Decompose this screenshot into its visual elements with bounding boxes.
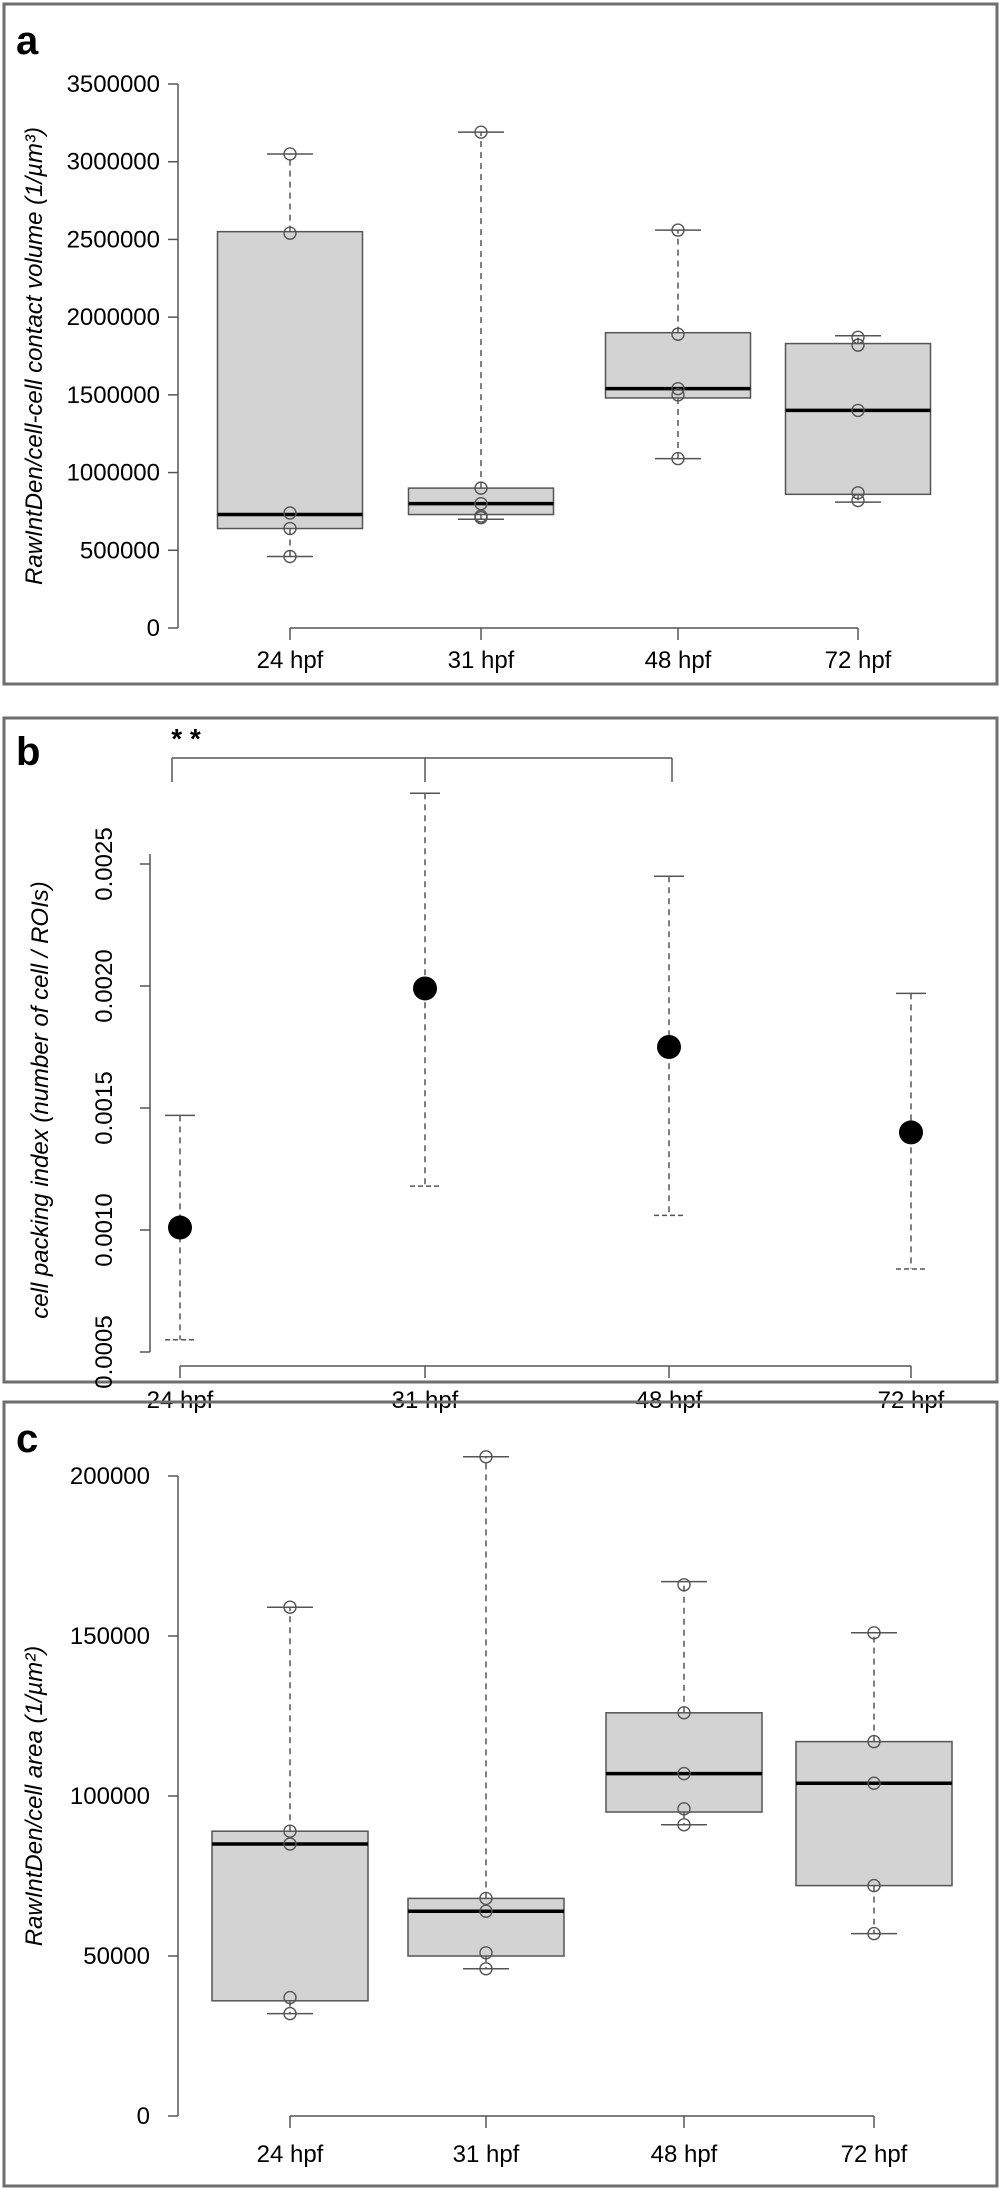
data-point: [479, 1450, 493, 1464]
data-point: [867, 1878, 881, 1893]
y-tick-label: 500000: [80, 537, 160, 564]
data-point: [479, 1891, 493, 1906]
data-point: [283, 1600, 297, 1614]
y-axis-title: RawIntDen/cell area (1/µm²): [21, 1646, 48, 1947]
mean-point: [899, 1120, 923, 1145]
panel-b: b 0.0005 0.0010 0.0015 0.0020 0.0025 cell pac…: [2, 716, 999, 1414]
y-tick-label: 0.0025: [91, 827, 118, 900]
box: [216, 230, 364, 530]
y-tick-label: 2500000: [67, 226, 160, 253]
panel-b-frame: [2, 716, 999, 1384]
data-point: [671, 451, 685, 466]
data-point: [283, 1990, 297, 2005]
data-point: [283, 506, 297, 520]
data-point: [677, 1802, 691, 1816]
data-point: [671, 223, 685, 237]
panel-c-frame: [2, 1400, 999, 2188]
data-point: [867, 1626, 881, 1640]
data-point: [851, 493, 865, 508]
box: [795, 1740, 953, 1887]
y-tick-label: 3500000: [67, 71, 160, 98]
y-tick-label: 2000000: [67, 304, 160, 331]
data-point: [479, 1962, 493, 1976]
data-point: [474, 496, 488, 511]
y-tick-label: 100000: [70, 1783, 150, 1810]
panel-a-frame: [2, 2, 999, 686]
panel-c: c 0 50000 100000 150000 200000 RawIntDen/cell…: [2, 1400, 999, 2188]
x-tick-label: 48 hpf: [645, 647, 712, 674]
data-point: [671, 381, 685, 396]
y-tick-label: 1500000: [67, 382, 160, 409]
data-point: [677, 1706, 691, 1720]
x-tick-label: 72 hpf: [825, 647, 892, 674]
y-tick-label: 50000: [83, 1943, 150, 1970]
x-tick-label: 48 hpf: [651, 2141, 718, 2168]
data-point: [283, 2006, 297, 2021]
panel-a: a 0 500000 1000000 1500000 2000000 2500000 300…: [2, 2, 999, 686]
x-tick-label: 31 hpf: [448, 647, 515, 674]
data-point: [867, 1776, 881, 1790]
y-axis-title: cell packing index (number of cell / ROI…: [27, 881, 54, 1319]
box: [211, 1830, 369, 2002]
data-point: [867, 1734, 881, 1749]
mean-point: [413, 976, 437, 1001]
mean-point: [168, 1215, 192, 1240]
y-tick-label: 0.0015: [91, 1071, 118, 1144]
data-point: [283, 549, 297, 564]
panel-b-letter: b: [16, 730, 40, 774]
x-tick-label: 24 hpf: [257, 2141, 324, 2168]
data-point: [851, 330, 865, 345]
data-point: [283, 147, 297, 161]
data-point: [867, 1926, 881, 1941]
y-tick-label: 0: [137, 2103, 150, 2130]
y-tick-label: 200000: [70, 1463, 150, 1490]
panel-a-plot: 0 500000 1000000 1500000 2000000 2500000 30000…: [21, 71, 932, 674]
y-tick-label: 0.0020: [91, 949, 118, 1022]
data-point: [851, 486, 865, 500]
data-point: [474, 481, 488, 495]
box: [407, 1897, 565, 1957]
y-axis-title: RawIntDen/cell-cell contact volume (1/µm…: [21, 127, 48, 585]
data-point: [283, 521, 297, 536]
data-point: [479, 1946, 493, 1960]
panel-b-plot: 0.0005 0.0010 0.0015 0.0020 0.0025 cell packi…: [27, 723, 945, 1414]
y-tick-label: 150000: [70, 1623, 150, 1650]
data-point: [851, 403, 865, 418]
panel-a-letter: a: [16, 19, 39, 63]
data-point: [283, 1837, 297, 1851]
y-tick-label: 0.0010: [91, 1193, 118, 1266]
data-point: [677, 1578, 691, 1592]
data-point: [671, 388, 685, 402]
x-tick-label: 31 hpf: [453, 2141, 520, 2168]
y-tick-label: 0: [147, 615, 160, 642]
data-point: [283, 226, 297, 240]
significance-label: * *: [171, 723, 201, 754]
data-point: [851, 338, 865, 352]
panel-c-plot: 0 50000 100000 150000 200000 RawIntDen/cell a…: [21, 1450, 953, 2168]
box: [784, 342, 932, 496]
box: [605, 1712, 763, 1813]
x-tick-label: 24 hpf: [257, 647, 324, 674]
data-point: [479, 1904, 493, 1918]
y-tick-label: 0.0005: [91, 1315, 118, 1388]
y-tick-label: 1000000: [67, 460, 160, 487]
data-point: [283, 1824, 297, 1838]
x-tick-label: 72 hpf: [841, 2141, 908, 2168]
data-point: [677, 1766, 691, 1781]
y-tick-label: 3000000: [67, 149, 160, 176]
panel-c-letter: c: [16, 1417, 38, 1461]
data-point: [671, 327, 685, 341]
mean-point: [657, 1035, 681, 1059]
data-point: [677, 1818, 691, 1832]
data-point: [474, 125, 488, 139]
